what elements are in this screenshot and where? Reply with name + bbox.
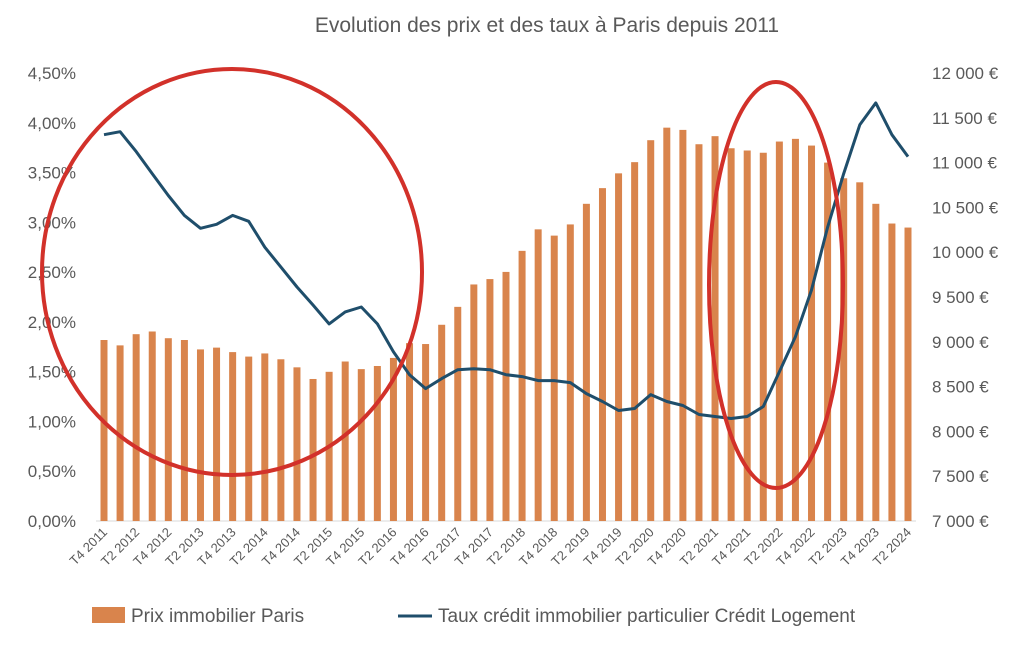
price-bar [598, 188, 606, 522]
price-bar [132, 334, 140, 521]
price-bar [438, 324, 446, 521]
price-bar [518, 250, 526, 521]
price-bar [341, 361, 349, 521]
price-bar [534, 229, 542, 522]
price-bar [743, 150, 751, 521]
right-tick-label: 7 000 € [932, 512, 989, 531]
price-bar [406, 343, 414, 521]
price-bar [245, 356, 253, 521]
price-bar [550, 235, 558, 521]
price-bar [357, 369, 365, 521]
price-bar [888, 223, 896, 521]
price-bar [679, 129, 687, 521]
price-bar [196, 349, 204, 521]
price-bar [213, 347, 221, 521]
legend-bar-label: Prix immobilier Paris [131, 606, 304, 627]
price-bar [791, 138, 799, 521]
price-bar [566, 224, 574, 521]
price-bar [309, 378, 317, 521]
price-bar [856, 182, 864, 521]
price-bar [261, 353, 269, 521]
right-tick-label: 7 500 € [932, 467, 989, 486]
price-bar [180, 340, 188, 521]
price-bar [840, 178, 848, 521]
left-tick-label: 0,00% [28, 512, 76, 531]
right-tick-label: 9 000 € [932, 333, 989, 352]
right-tick-label: 8 500 € [932, 378, 989, 397]
right-axis: 7 000 € 7 500 € 8 000 € 8 500 € 9 000 € 9 500… [932, 64, 999, 531]
price-bar [663, 127, 671, 521]
price-bar [293, 367, 301, 521]
left-tick-label: 0,50% [28, 462, 76, 481]
price-bar [582, 203, 590, 522]
legend-bar-swatch [92, 607, 125, 623]
highlight-ellipse [707, 80, 845, 490]
price-bar [422, 344, 430, 521]
legend-line-label: Taux crédit immobilier particulier Crédi… [438, 606, 856, 627]
price-bar [647, 140, 655, 521]
price-bar [454, 306, 462, 521]
right-tick-label: 9 500 € [932, 288, 989, 307]
bar-series [100, 127, 912, 522]
price-bar [148, 331, 156, 521]
right-tick-label: 11 000 € [932, 154, 997, 173]
left-tick-label: 3,00% [28, 213, 76, 232]
left-tick-label: 2,00% [28, 313, 76, 332]
price-bar [824, 162, 832, 521]
price-bar [808, 145, 816, 522]
annotations [40, 67, 845, 490]
price-bar [711, 136, 719, 521]
price-bar [631, 162, 639, 522]
price-bar [727, 148, 735, 521]
price-bar [100, 340, 108, 521]
price-bar [277, 359, 285, 521]
legend: Prix immobilier Paris Taux crédit immobi… [92, 606, 856, 627]
price-bar [775, 141, 783, 521]
price-bar [615, 173, 623, 522]
left-axis: 0,00%0,50%1,00%1,50%2,00%2,50%3,00%3,50%… [28, 64, 76, 531]
price-bar [695, 144, 703, 521]
price-bar [164, 338, 172, 521]
price-bar [872, 203, 880, 522]
price-bar [470, 284, 478, 521]
price-bar [373, 365, 381, 521]
price-bar [116, 345, 124, 521]
left-tick-label: 4,00% [28, 114, 76, 133]
rate-line [103, 101, 910, 420]
price-bar [904, 227, 912, 521]
right-tick-label: 8 000 € [932, 422, 989, 441]
right-tick-label: 10 500 € [932, 198, 999, 217]
left-tick-label: 2,50% [28, 263, 76, 282]
price-bar [389, 357, 397, 521]
right-tick-label: 10 000 € [932, 243, 999, 262]
right-tick-label: 12 000 € [932, 64, 999, 83]
price-bar [759, 152, 767, 521]
chart-title: Evolution des prix et des taux à Paris d… [315, 14, 779, 37]
price-bar [486, 279, 494, 521]
highlight-ellipse [40, 67, 424, 477]
left-tick-label: 1,00% [28, 412, 76, 431]
right-tick-label: 11 500 € [932, 109, 997, 128]
left-tick-label: 4,50% [28, 64, 76, 83]
price-bar [229, 352, 237, 521]
price-bar [502, 271, 510, 521]
